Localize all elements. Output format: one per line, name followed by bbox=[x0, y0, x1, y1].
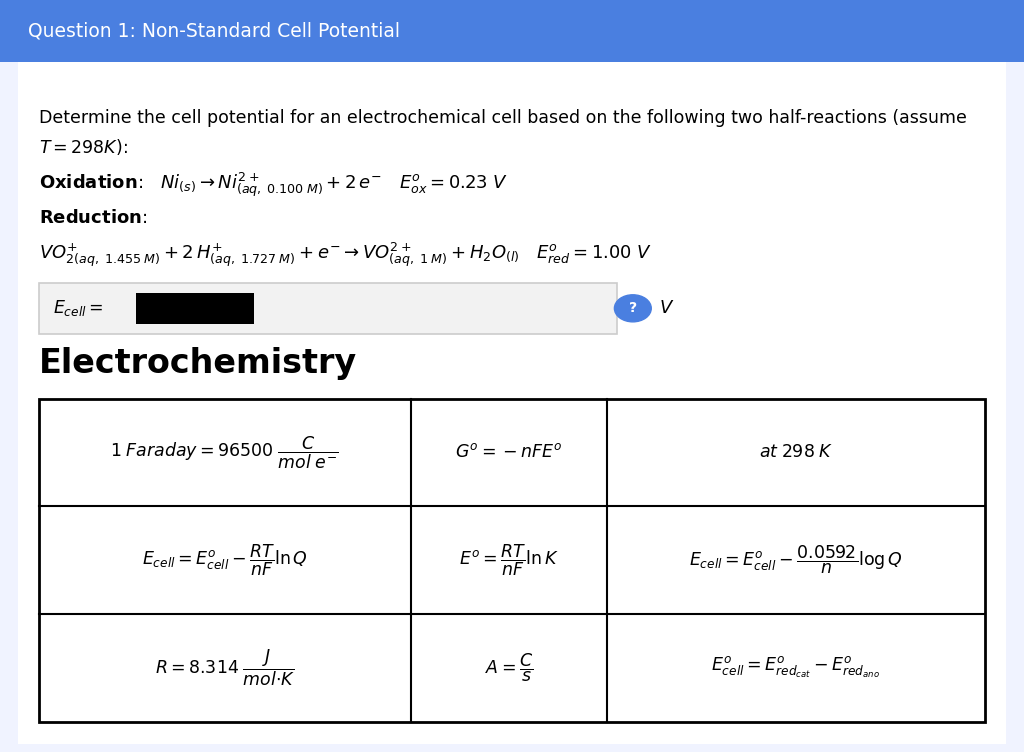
Bar bbox=[39, 283, 617, 334]
Text: $\mathbf{Oxidation}$:   $Ni_{(s)} \rightarrow Ni^{2+}_{(aq,\; 0.100\; M)} + 2\,e: $\mathbf{Oxidation}$: $Ni_{(s)} \rightar… bbox=[39, 171, 508, 199]
Text: $E^{o} = \dfrac{RT}{nF}\ln K$: $E^{o} = \dfrac{RT}{nF}\ln K$ bbox=[459, 542, 558, 578]
Text: $T = 298K$):: $T = 298K$): bbox=[39, 137, 128, 157]
Text: $\mathbf{Reduction}$:: $\mathbf{Reduction}$: bbox=[39, 209, 147, 227]
Bar bbox=[39, 399, 985, 722]
Text: $1\; Faraday = 96500\; \dfrac{C}{mol\; e^{-}}$: $1\; Faraday = 96500\; \dfrac{C}{mol\; e… bbox=[111, 434, 339, 471]
Circle shape bbox=[614, 295, 651, 322]
Text: $VO^{+}_{2(aq,\; 1.455\; M)} + 2\,H^{+}_{(aq,\; 1.727\; M)} + e^{-} \rightarrow : $VO^{+}_{2(aq,\; 1.455\; M)} + 2\,H^{+}_… bbox=[39, 241, 651, 269]
Text: $E_{cell} = E^{o}_{cell} - \dfrac{RT}{nF}\ln Q$: $E_{cell} = E^{o}_{cell} - \dfrac{RT}{nF… bbox=[142, 542, 308, 578]
Text: $A = \dfrac{C}{s}$: $A = \dfrac{C}{s}$ bbox=[484, 652, 532, 684]
Bar bbox=[0, 0, 1024, 62]
Text: Electrochemistry: Electrochemistry bbox=[39, 347, 357, 381]
Text: $E_{cell} =$: $E_{cell} =$ bbox=[53, 299, 103, 318]
Text: $E_{cell} = E^{o}_{cell} - \dfrac{0.0592}{n}\log Q$: $E_{cell} = E^{o}_{cell} - \dfrac{0.0592… bbox=[689, 544, 902, 576]
Text: Question 1: Non-Standard Cell Potential: Question 1: Non-Standard Cell Potential bbox=[28, 21, 399, 41]
Text: $at\; 298\; K$: $at\; 298\; K$ bbox=[759, 444, 833, 462]
Text: Determine the cell potential for an electrochemical cell based on the following : Determine the cell potential for an elec… bbox=[39, 109, 967, 127]
Text: ?: ? bbox=[629, 302, 637, 315]
Text: $R = 8.314\; \dfrac{J}{mol{\cdot}K}$: $R = 8.314\; \dfrac{J}{mol{\cdot}K}$ bbox=[155, 647, 295, 688]
Bar bbox=[136, 293, 254, 324]
Text: $V$: $V$ bbox=[659, 299, 675, 317]
Text: $G^{o} = -nFE^{o}$: $G^{o} = -nFE^{o}$ bbox=[455, 444, 562, 462]
Text: $E^{o}_{cell} = E^{o}_{red_{cat}} - E^{o}_{red_{ano}}$: $E^{o}_{cell} = E^{o}_{red_{cat}} - E^{o… bbox=[712, 656, 881, 681]
